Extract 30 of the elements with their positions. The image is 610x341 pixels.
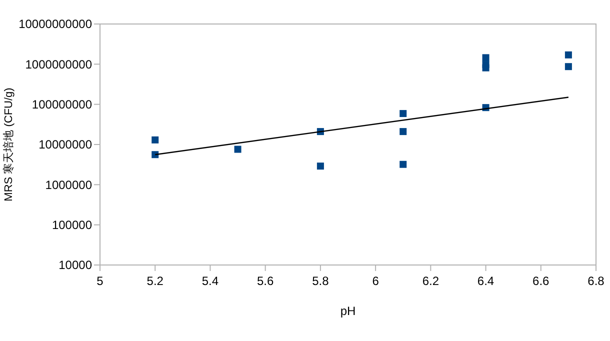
point (400, 110, 407, 118)
y-tick-label: 100000 (52, 218, 92, 232)
x-tick-label: 5.8 (312, 274, 330, 288)
x-tick-label: 5.4 (202, 274, 219, 288)
point (564, 63, 572, 70)
point (482, 54, 490, 62)
y-tick-label: 1000000 (45, 178, 92, 192)
y-tick-label: 1000000000 (25, 57, 92, 72)
point (152, 136, 159, 144)
x-tick-label: 6.8 (588, 274, 605, 288)
x-tick-label: 6.2 (422, 274, 440, 288)
x-tick-label: 6.4 (477, 274, 494, 288)
x-tick-label: 5.6 (256, 274, 274, 288)
y-tick-label: 10000 (58, 258, 92, 272)
y-tick-label: 10000000000 (18, 17, 92, 32)
x-tick-label: 6.6 (532, 274, 550, 288)
y-tick-label: 10000000 (38, 138, 92, 152)
y-axis-title: MRS 寒天培地 (CFU/g) (2, 88, 15, 202)
point (316, 162, 324, 170)
point (152, 151, 159, 158)
point (482, 64, 490, 72)
point (564, 51, 572, 58)
x-tick-label: 6 (372, 274, 380, 288)
x-tick-label: 5 (96, 274, 104, 288)
y-tick-label: 100000000 (32, 98, 92, 112)
point (400, 160, 407, 168)
x-tick-label: 5.2 (146, 274, 164, 288)
point (234, 146, 242, 153)
x-axis-title: pH (340, 304, 356, 318)
point (400, 128, 407, 136)
